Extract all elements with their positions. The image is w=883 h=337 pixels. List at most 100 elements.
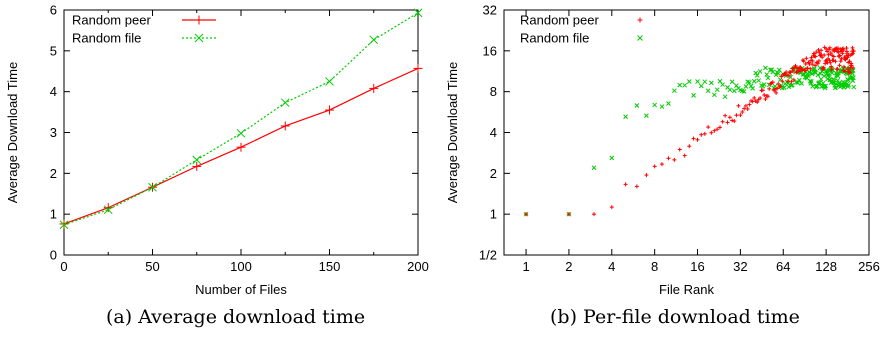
y-tick-label: 1 (50, 207, 57, 222)
data-point-random-file (747, 80, 752, 85)
data-point-random-peer (831, 54, 836, 59)
data-point-random-peer (623, 182, 628, 187)
data-point-random-peer (828, 50, 833, 55)
data-point-random-peer (819, 48, 824, 53)
data-point-random-peer (659, 162, 664, 167)
data-point-random-peer (817, 50, 822, 55)
x-b (850, 68, 856, 73)
data-point-random-peer (842, 64, 847, 69)
x-b (810, 83, 816, 89)
x-b (809, 79, 814, 84)
data-point-random-peer (804, 56, 809, 61)
data-point-random-file (763, 65, 768, 71)
data-point-random-file (609, 155, 615, 161)
x-b (769, 67, 774, 73)
x-tick-label: 200 (407, 259, 429, 274)
data-point-random-file (686, 79, 692, 84)
x-b (781, 85, 787, 90)
y-tick-label: 4 (50, 84, 57, 99)
data-point-random-file (786, 84, 792, 90)
data-point-random-peer (677, 147, 682, 152)
data-point-random-file (827, 77, 833, 83)
data-point-random-peer (796, 69, 801, 74)
data-point-random-file (659, 104, 665, 109)
x-b (773, 72, 779, 78)
legend-label: Random peer (72, 13, 151, 28)
data-point-random-file (772, 83, 778, 89)
data-point-random-peer (720, 119, 725, 124)
x-b (705, 88, 711, 94)
data-point-random-peer (752, 95, 757, 100)
x-b (818, 71, 823, 77)
data-point-random-file (695, 79, 700, 84)
data-point-random-peer (845, 55, 850, 60)
x-tick-label: 100 (230, 259, 252, 274)
y-tick-label: 5 (50, 43, 57, 58)
x-b (727, 87, 733, 93)
x-b (833, 85, 838, 90)
x-b (103, 205, 113, 215)
data-point-random-peer (813, 54, 818, 59)
data-point-random-peer (835, 46, 840, 51)
data-point-random-file (818, 71, 823, 77)
data-point-random-file (809, 71, 815, 77)
data-point-1 (148, 182, 157, 192)
data-point-random-file (795, 80, 801, 86)
data-point-random-file (807, 69, 812, 75)
data-point-random-peer (784, 70, 789, 75)
x-b (826, 72, 831, 77)
data-point-random-peer (847, 59, 852, 64)
x-b (717, 78, 723, 84)
x-b (850, 70, 855, 76)
x-b (745, 79, 751, 85)
x-b (738, 87, 743, 93)
data-point-random-peer (740, 109, 745, 114)
data-point-random-file (764, 72, 770, 77)
data-point-random-file (666, 101, 671, 106)
x-b (789, 82, 795, 88)
x-b (764, 72, 770, 77)
data-point-random-file (814, 83, 820, 89)
x-tick-label: 0 (60, 259, 67, 274)
data-point-random-file (644, 113, 649, 119)
x-b (772, 83, 778, 89)
data-point-random-file (652, 102, 658, 108)
data-point-random-file (691, 93, 696, 98)
data-point-random-peer (672, 157, 677, 162)
x-b (829, 70, 835, 76)
x-b (851, 84, 857, 90)
x-b (821, 73, 827, 79)
y-tick-label: 4 (490, 125, 497, 140)
data-point-1 (192, 155, 202, 165)
data-point-random-file (815, 72, 821, 78)
x-axis-label: File Rank (659, 282, 714, 297)
data-point-random-peer (634, 184, 639, 189)
x-b (835, 73, 841, 79)
data-point-random-file (850, 68, 856, 73)
data-point-random-file (750, 86, 755, 91)
data-point-random-peer (776, 82, 781, 87)
data-point-random-file (741, 89, 747, 94)
x-tick-label: 1 (522, 259, 529, 274)
y-tick-label: 3 (50, 125, 57, 140)
x-b (148, 182, 157, 192)
x-b (823, 69, 829, 75)
x-b (672, 88, 677, 94)
x-b (849, 74, 855, 80)
data-point-random-file (851, 75, 856, 81)
data-point-random-peer (742, 106, 747, 111)
data-point-random-peer (837, 63, 842, 68)
data-point-random-peer (831, 58, 836, 63)
data-point-0 (192, 161, 202, 171)
x-b (711, 92, 717, 98)
data-point-random-peer (844, 46, 849, 51)
y-tick-label: 32 (483, 3, 497, 18)
data-point-random-peer (775, 86, 780, 91)
x-b (823, 83, 829, 89)
data-point-random-peer (566, 212, 571, 217)
data-point-random-file (765, 75, 771, 81)
x-b (714, 87, 720, 93)
legend-label: Random file (72, 31, 141, 46)
x-b (677, 82, 683, 88)
data-point-random-peer (826, 52, 831, 57)
